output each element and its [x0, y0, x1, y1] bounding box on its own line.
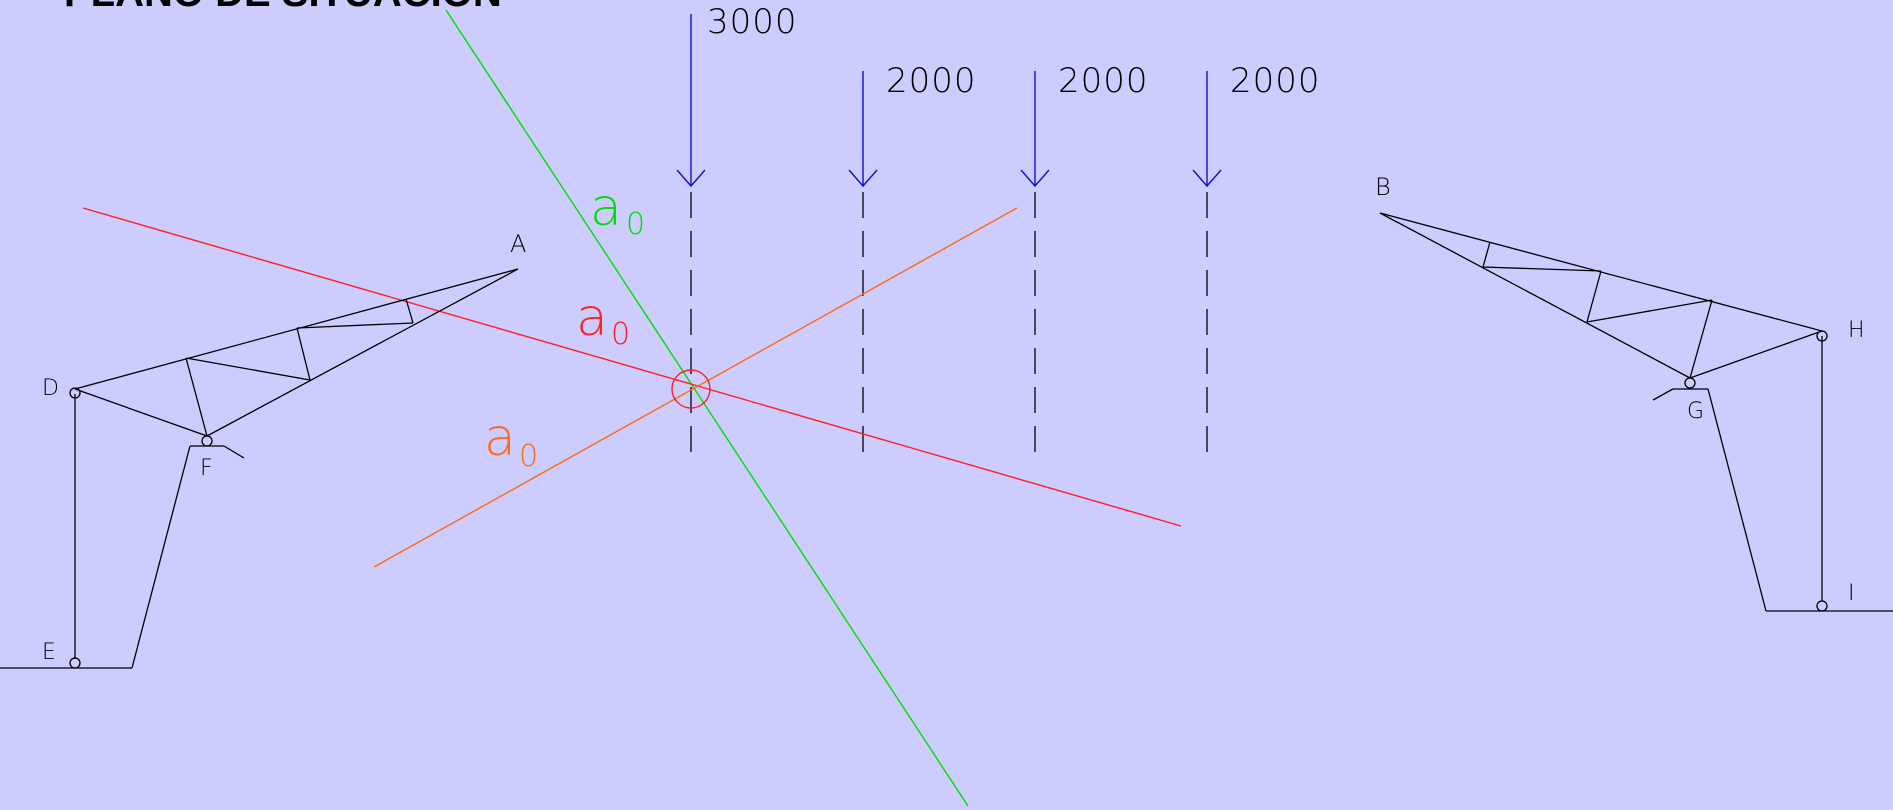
- angle-label-red: a 0: [576, 288, 630, 352]
- point-label-D: D: [42, 376, 59, 401]
- angle-main-green: a: [590, 178, 622, 238]
- angle-sub-red: 0: [611, 317, 630, 352]
- load-label-1: 3000: [707, 2, 798, 42]
- red-line: [82, 207, 1182, 527]
- load-arrow-3: [1020, 71, 1050, 188]
- load-arrows: [676, 14, 1222, 188]
- hinge-D: [69, 387, 81, 399]
- angle-main-red: a: [576, 288, 608, 348]
- diagram-title: PLANO DE SITUACION: [64, 0, 502, 15]
- angle-sub-orange: 0: [519, 439, 538, 474]
- angle-main-orange: a: [484, 408, 516, 468]
- action-lines: [690, 192, 1208, 456]
- right-truss: [1379, 212, 1893, 612]
- point-label-G: G: [1687, 399, 1704, 424]
- point-label-A: A: [510, 230, 526, 258]
- intersection-circle: [671, 369, 711, 409]
- point-label-H: H: [1848, 318, 1865, 343]
- load-arrow-4: [1192, 71, 1222, 188]
- hinge-H: [1816, 330, 1828, 342]
- angle-sub-green: 0: [626, 207, 645, 242]
- load-arrow-1: [676, 14, 706, 188]
- load-label-2: 2000: [886, 61, 977, 101]
- orange-line: [373, 207, 1018, 568]
- hinge-I: [1816, 600, 1828, 612]
- load-arrow-2: [848, 71, 878, 188]
- left-truss: [0, 268, 519, 669]
- point-label-B: B: [1375, 173, 1391, 201]
- hinge-E: [69, 657, 81, 669]
- support-G: [1684, 377, 1696, 389]
- point-label-F: F: [200, 456, 213, 481]
- green-line: [445, 9, 969, 807]
- load-label-4: 2000: [1230, 61, 1321, 101]
- support-F: [201, 435, 213, 447]
- angle-label-orange: a 0: [484, 408, 538, 474]
- point-label-E: E: [42, 640, 56, 665]
- load-label-3: 2000: [1058, 61, 1149, 101]
- point-label-I: I: [1848, 581, 1855, 606]
- angle-label-green: a 0: [590, 178, 645, 242]
